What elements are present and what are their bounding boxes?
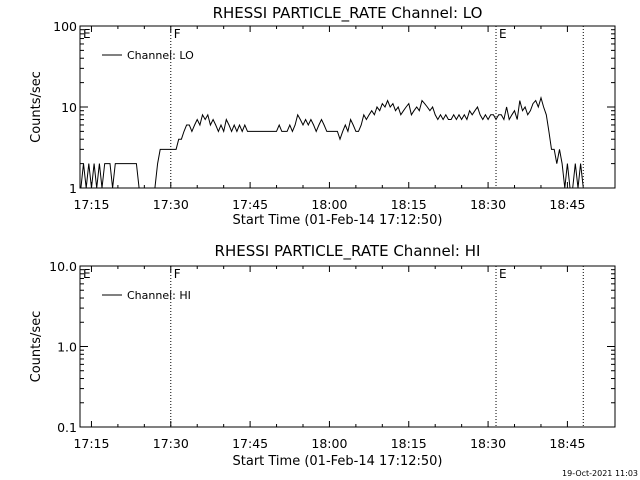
x-tick-label: 17:15 <box>73 197 109 212</box>
y-tick-label: 1.0 <box>57 340 77 355</box>
y-tick-label: 10.0 <box>49 259 77 274</box>
chart-title: RHESSI PARTICLE_RATE Channel: HI <box>215 242 481 261</box>
x-axis-label: Start Time (01-Feb-14 17:12:50) <box>233 454 443 469</box>
event-marker-label: E <box>83 267 91 281</box>
event-marker-label: E <box>499 267 507 281</box>
chart-panel-2: RHESSI PARTICLE_RATE Channel: HI 17:15 17:… <box>29 242 616 469</box>
y-axis-label: Counts/sec <box>29 311 44 383</box>
y-axis-label: Counts/sec <box>29 71 44 143</box>
y-tick-label: 0.1 <box>57 420 77 435</box>
x-tick-label: 18:00 <box>311 197 347 212</box>
event-marker-label: E <box>83 27 91 41</box>
x-tick-label: 17:15 <box>73 436 109 451</box>
y-tick-label: 100 <box>53 19 77 34</box>
x-tick-label: 18:15 <box>391 197 427 212</box>
x-tick-label: 17:30 <box>153 436 189 451</box>
x-tick-label: 18:45 <box>549 436 585 451</box>
x-tick-label: 18:45 <box>549 197 585 212</box>
series-line-1 <box>80 95 584 189</box>
x-tick-label: 18:15 <box>391 436 427 451</box>
x-tick-label: 18:30 <box>470 197 506 212</box>
x-tick-label: 17:45 <box>232 197 268 212</box>
event-marker-label: E <box>499 27 507 41</box>
y-tick-label: 1 <box>69 181 77 196</box>
chart-title: RHESSI PARTICLE_RATE Channel: LO <box>213 4 483 23</box>
event-marker-label: F <box>174 27 181 41</box>
x-tick-label: 18:00 <box>311 436 347 451</box>
y-tick-label: 10 <box>61 100 77 115</box>
x-tick-label: 18:30 <box>470 436 506 451</box>
event-marker-label: F <box>174 267 181 281</box>
chart-panel-1: RHESSI PARTICLE_RATE Channel: LO 17:15 17:… <box>29 4 616 228</box>
legend-entry: Channel: LO <box>127 49 194 62</box>
legend-entry: Channel: HI <box>127 289 191 302</box>
timestamp-footer: 19-Oct-2021 11:03 <box>562 469 638 478</box>
x-axis-label: Start Time (01-Feb-14 17:12:50) <box>233 213 443 228</box>
x-tick-label: 17:30 <box>153 197 189 212</box>
x-tick-label: 17:45 <box>232 436 268 451</box>
